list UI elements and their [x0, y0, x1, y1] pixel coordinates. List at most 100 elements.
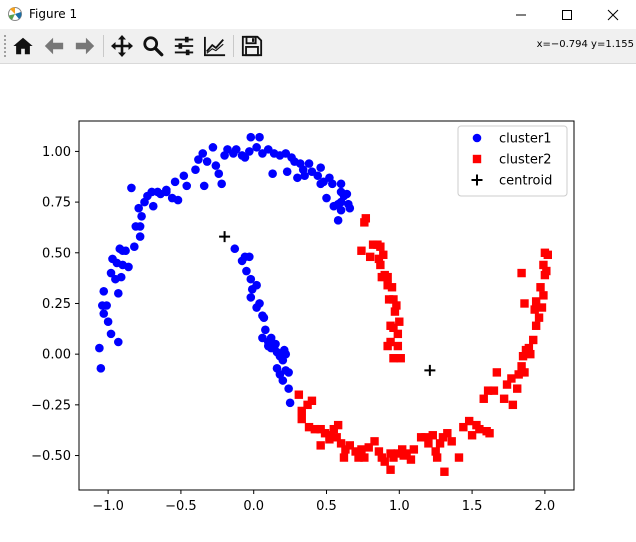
y-tick-label: 0.00 [42, 348, 71, 363]
cluster1-point [284, 384, 293, 393]
cluster2-point [435, 439, 445, 448]
cluster2-point [393, 449, 403, 458]
cluster2-point [365, 252, 375, 262]
sliders-icon [174, 36, 194, 56]
cluster2-point [539, 260, 548, 270]
cluster2-point [333, 420, 343, 430]
cluster2-point [389, 453, 398, 462]
x-tick-label: 0.5 [316, 499, 337, 514]
pan-button[interactable] [108, 32, 136, 60]
cluster1-point [95, 343, 104, 353]
cluster1-point [147, 187, 157, 197]
cluster1-point [118, 246, 127, 256]
minimize-button[interactable] [498, 0, 544, 29]
y-tick-label: 1.00 [42, 145, 71, 160]
cluster1-point [179, 171, 189, 181]
cluster1-point [304, 159, 314, 168]
magnifier-icon [143, 36, 164, 57]
cluster2-point [374, 447, 384, 456]
cluster2-point [406, 455, 416, 464]
maximize-button[interactable] [544, 0, 590, 29]
cluster2-point [341, 445, 350, 454]
cluster2-point [386, 337, 395, 347]
cluster1-point [316, 179, 325, 189]
cluster1-point [322, 193, 331, 203]
scatter-chart[interactable]: −1.0 −0.5 0.0 0.5 1.0 1.5 2.0 −0.50 −0.25 0.00 0.2… [0, 64, 636, 542]
maximize-icon [562, 9, 572, 20]
cluster1-point [336, 205, 346, 215]
close-button[interactable] [590, 0, 636, 29]
x-tick-label: −1.0 [92, 499, 124, 514]
cluster1-point [282, 167, 292, 176]
cluster2-point [361, 214, 371, 223]
subplots-button[interactable] [170, 32, 198, 60]
navigation-toolbar: x=−0.794 y=1.155 [0, 29, 636, 64]
cluster2-point [492, 368, 502, 377]
cluster2-point [368, 240, 378, 249]
cluster2-point [364, 443, 373, 452]
cluster1-point [182, 181, 192, 191]
cluster2-point [499, 394, 509, 403]
toolbar-grip[interactable] [3, 34, 7, 58]
cluster2-point [432, 453, 442, 462]
legend: cluster1 cluster2 centroid [457, 125, 568, 197]
x-tick-label: −0.5 [165, 499, 197, 514]
cluster1-point [96, 364, 106, 373]
cluster1-point [281, 349, 291, 359]
cluster2-point [354, 453, 363, 462]
cluster1-point [103, 317, 113, 327]
floppy-disk-icon [241, 35, 263, 57]
cluster1-point [252, 280, 261, 290]
cluster1-point [246, 132, 256, 142]
cluster2-point [339, 453, 349, 462]
cluster2-series [294, 214, 552, 476]
back-button[interactable] [40, 32, 68, 60]
figure-canvas[interactable]: −1.0 −0.5 0.0 0.5 1.0 1.5 2.0 −0.50 −0.25 0.00 0.2… [0, 64, 636, 542]
cluster2-point [357, 246, 366, 255]
cluster1-point [285, 398, 295, 408]
cluster1-point [246, 274, 256, 284]
cluster1-point [284, 368, 293, 377]
cluster2-point [297, 406, 306, 416]
cluster2-point [521, 345, 531, 355]
x-tick-label: 1.0 [389, 499, 410, 514]
cluster2-point [517, 268, 526, 278]
cluster1-point [127, 183, 136, 193]
cluster1-point [242, 266, 251, 276]
axes-layer: −1.0 −0.5 0.0 0.5 1.0 1.5 2.0 −0.50 −0.25 0.00 0.2… [31, 120, 575, 514]
cluster2-point [502, 380, 512, 389]
cluster1-point [217, 179, 226, 189]
cluster1-point [114, 289, 123, 298]
home-button[interactable] [9, 32, 37, 60]
save-button[interactable] [238, 32, 266, 60]
cluster2-point [390, 307, 400, 316]
cluster2-point [351, 447, 360, 456]
cluster2-point [379, 250, 388, 260]
centroid-point [424, 364, 436, 376]
cluster1-legend-label: cluster1 [499, 132, 551, 147]
cluster1-point [230, 244, 240, 254]
forward-button[interactable] [71, 32, 99, 60]
zoom-button[interactable] [139, 32, 167, 60]
cluster2-point [543, 250, 552, 260]
cluster2-point [374, 254, 384, 264]
cluster2-point [303, 400, 312, 410]
cluster2-point [360, 453, 369, 462]
cluster1-point [170, 177, 180, 187]
cluster2-point [508, 400, 518, 410]
cluster1-point [124, 262, 133, 272]
cluster2-point [526, 349, 535, 359]
cluster2-point [387, 283, 397, 292]
cluster2-point [376, 260, 385, 270]
cluster2-point [325, 435, 334, 444]
edit-axes-button[interactable] [201, 32, 229, 60]
cluster1-point [268, 169, 277, 179]
cluster1-point [333, 216, 343, 225]
cluster2-point [536, 283, 545, 292]
cluster1-point [245, 252, 254, 262]
cluster2-point [297, 414, 306, 424]
cluster1-point [137, 211, 146, 221]
cluster1-point [316, 163, 325, 172]
cluster2-point [389, 323, 398, 333]
arrow-right-icon [75, 37, 95, 55]
